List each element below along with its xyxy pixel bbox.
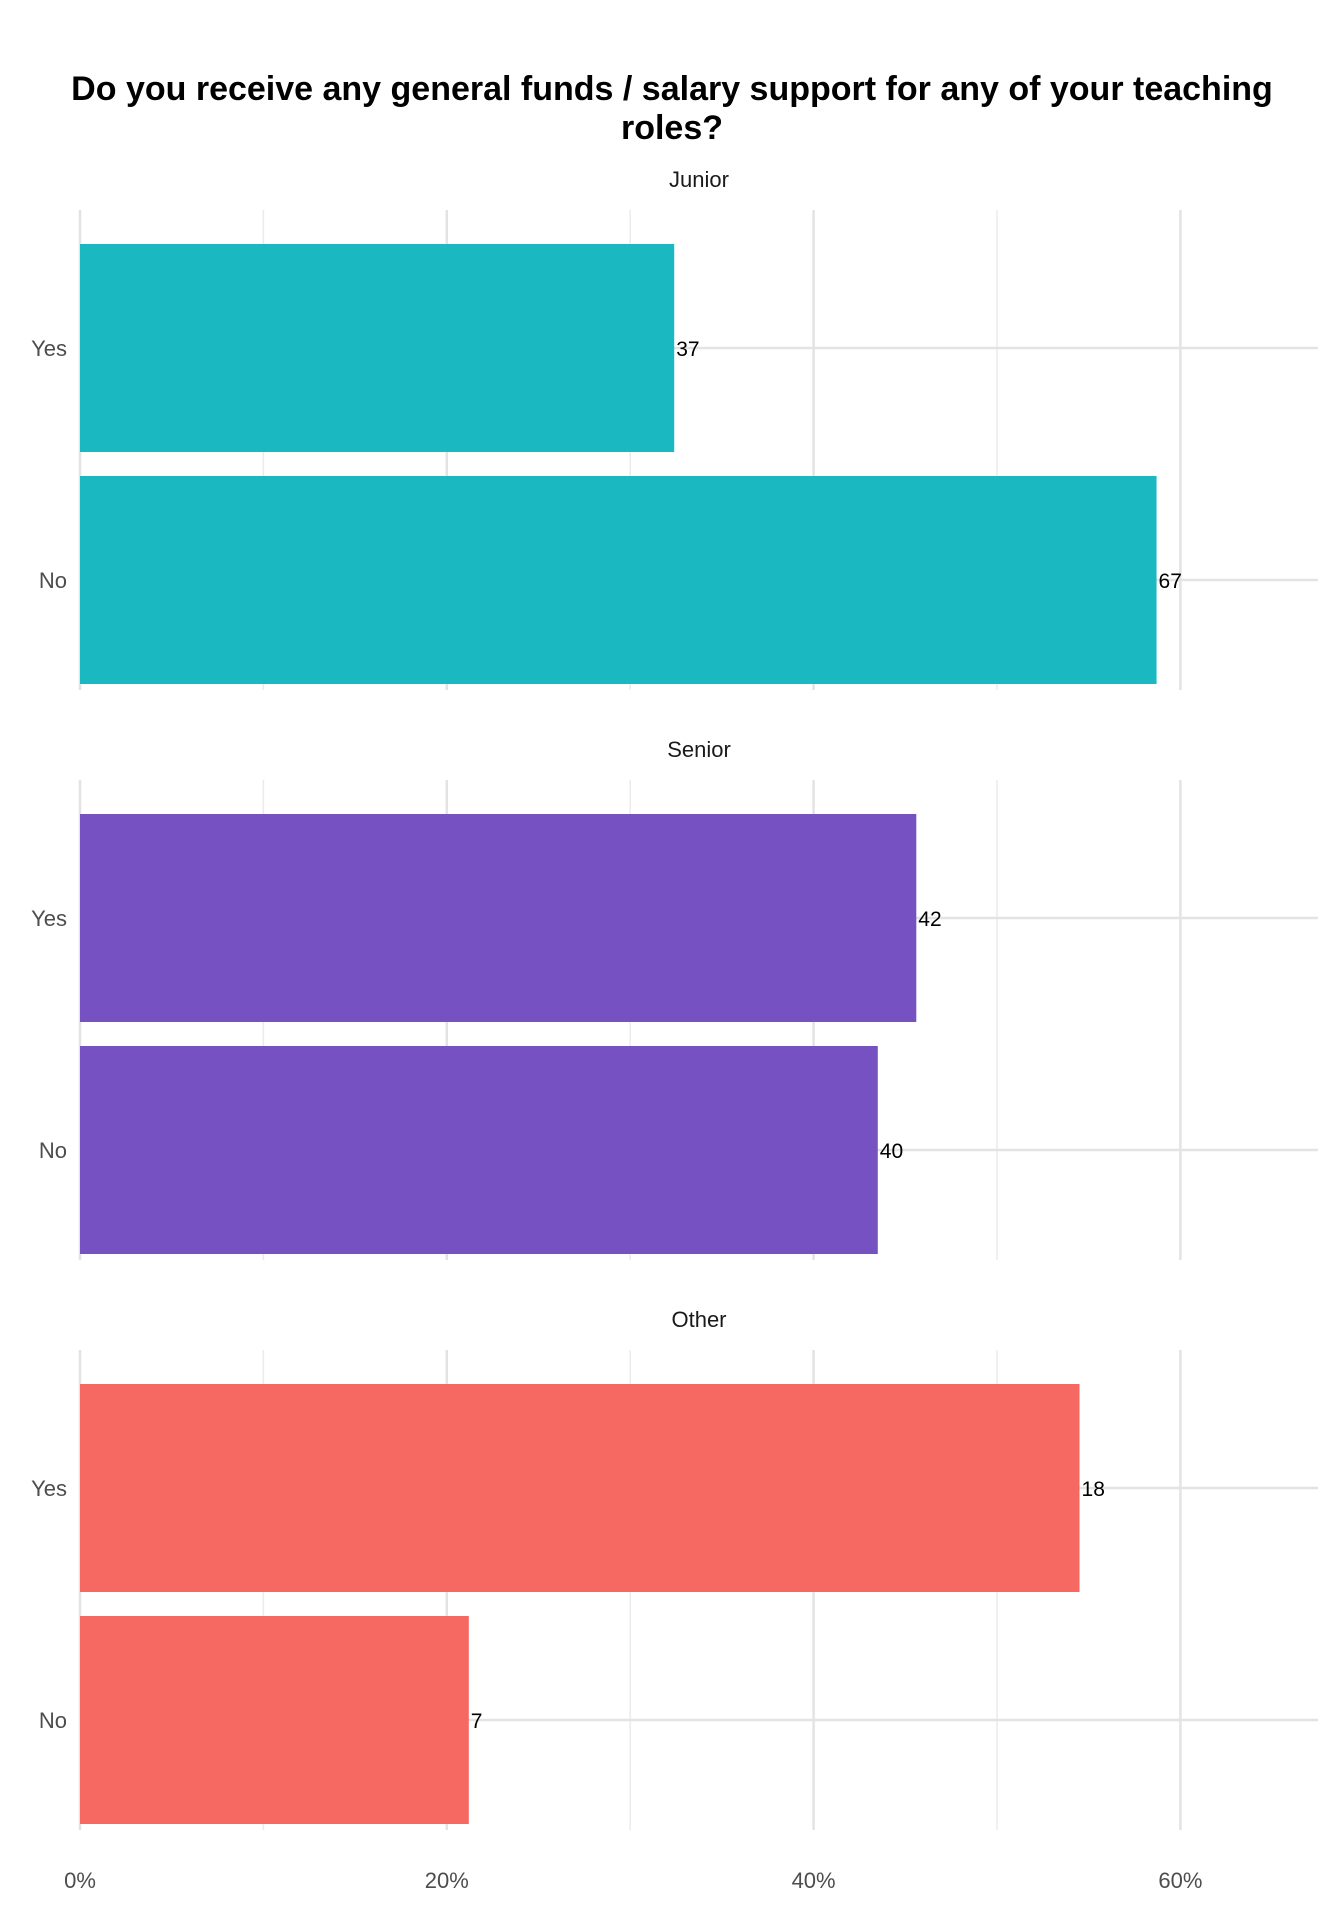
chart-title: Do you receive any general funds / salar… [0, 70, 1344, 148]
bar-value-label: 42 [918, 908, 941, 931]
x-tick-label: 60% [1158, 1868, 1202, 1893]
x-tick-label: 20% [425, 1868, 469, 1893]
bar-value-label: 40 [880, 1140, 903, 1163]
bar-no [80, 1616, 469, 1824]
bar-no [80, 476, 1157, 684]
x-tick-label: 40% [792, 1868, 836, 1893]
category-label: No [39, 568, 67, 593]
bar-yes [80, 1384, 1080, 1592]
category-label: No [39, 1708, 67, 1733]
bar-value-label: 37 [676, 338, 699, 361]
category-label: Yes [31, 336, 67, 361]
facet-strip-label: Senior [667, 737, 731, 762]
panel-other: Other Yes 18 No 7 [31, 1307, 1318, 1830]
panel-senior: Senior Yes 42 No 40 [31, 737, 1318, 1260]
category-label: Yes [31, 1476, 67, 1501]
facet-strip-label: Other [671, 1307, 726, 1332]
bar-yes [80, 244, 675, 452]
x-tick-label: 0% [64, 1868, 96, 1893]
bar-value-label: 7 [471, 1710, 483, 1733]
bar-no [80, 1046, 878, 1254]
category-label: No [39, 1138, 67, 1163]
bar-yes [80, 814, 917, 1022]
chart-title-line-2: roles? [620, 109, 724, 147]
bar-value-label: 67 [1159, 570, 1182, 593]
chart-title-line-1: Do you receive any general funds / salar… [71, 70, 1273, 108]
bar-value-label: 18 [1082, 1478, 1105, 1501]
facet-strip-label: Junior [669, 167, 729, 192]
panel-junior: Junior Yes 37 No 67 [31, 167, 1318, 690]
category-label: Yes [31, 906, 67, 931]
